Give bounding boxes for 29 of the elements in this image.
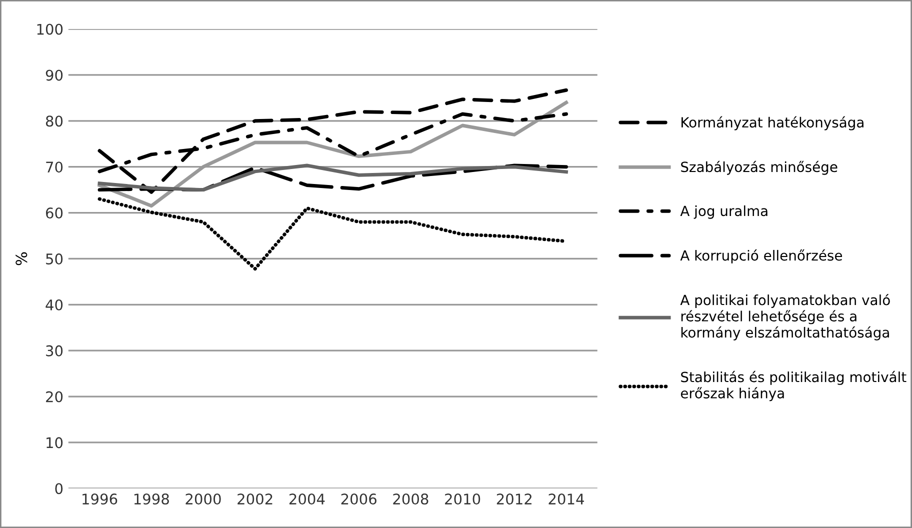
y-tick-label: 30 [46,345,63,356]
y-tick-label: 10 [46,437,63,448]
legend-label: A politikai folyamatokban való részvétel lehetősége és a kormány elszámoltathatósága [680,294,890,340]
x-tick-label: 2000 [186,494,221,505]
y-axis-title: % [16,252,28,266]
x-tick-label: 2004 [289,494,325,505]
legend-label: Kormányzat hatékonysága [682,116,864,130]
y-tick-label: 70 [46,162,63,173]
line-series [98,88,568,194]
y-tick-label: 40 [46,299,63,310]
x-tick-label: 2002 [238,494,272,505]
legend-label: A jog uralma [680,205,768,219]
legend-label: Szabályozás minősége [681,160,838,175]
x-tick-label: 2010 [445,494,480,505]
x-tick-label: 2012 [496,494,532,505]
x-tick-label: 1996 [82,494,118,505]
y-tick-label: 60 [46,208,63,219]
x-tick-label: 2014 [548,494,584,505]
y-tick-label: 50 [46,253,63,264]
x-tick-label: 2006 [341,494,376,505]
y-tick-label: 100 [37,24,63,35]
x-tick-label: 1998 [134,494,169,505]
y-tick-label: 80 [46,116,63,127]
legend-label: Stabilitás és politikailag motivált erőszak hiánya [680,370,906,402]
y-tick-label: 0 [55,483,63,494]
y-tick-label: 20 [46,391,63,402]
legend-label: A korrupció ellenőrzése [680,249,842,264]
y-tick-label: 90 [46,70,63,81]
x-tick-label: 2008 [393,494,428,505]
